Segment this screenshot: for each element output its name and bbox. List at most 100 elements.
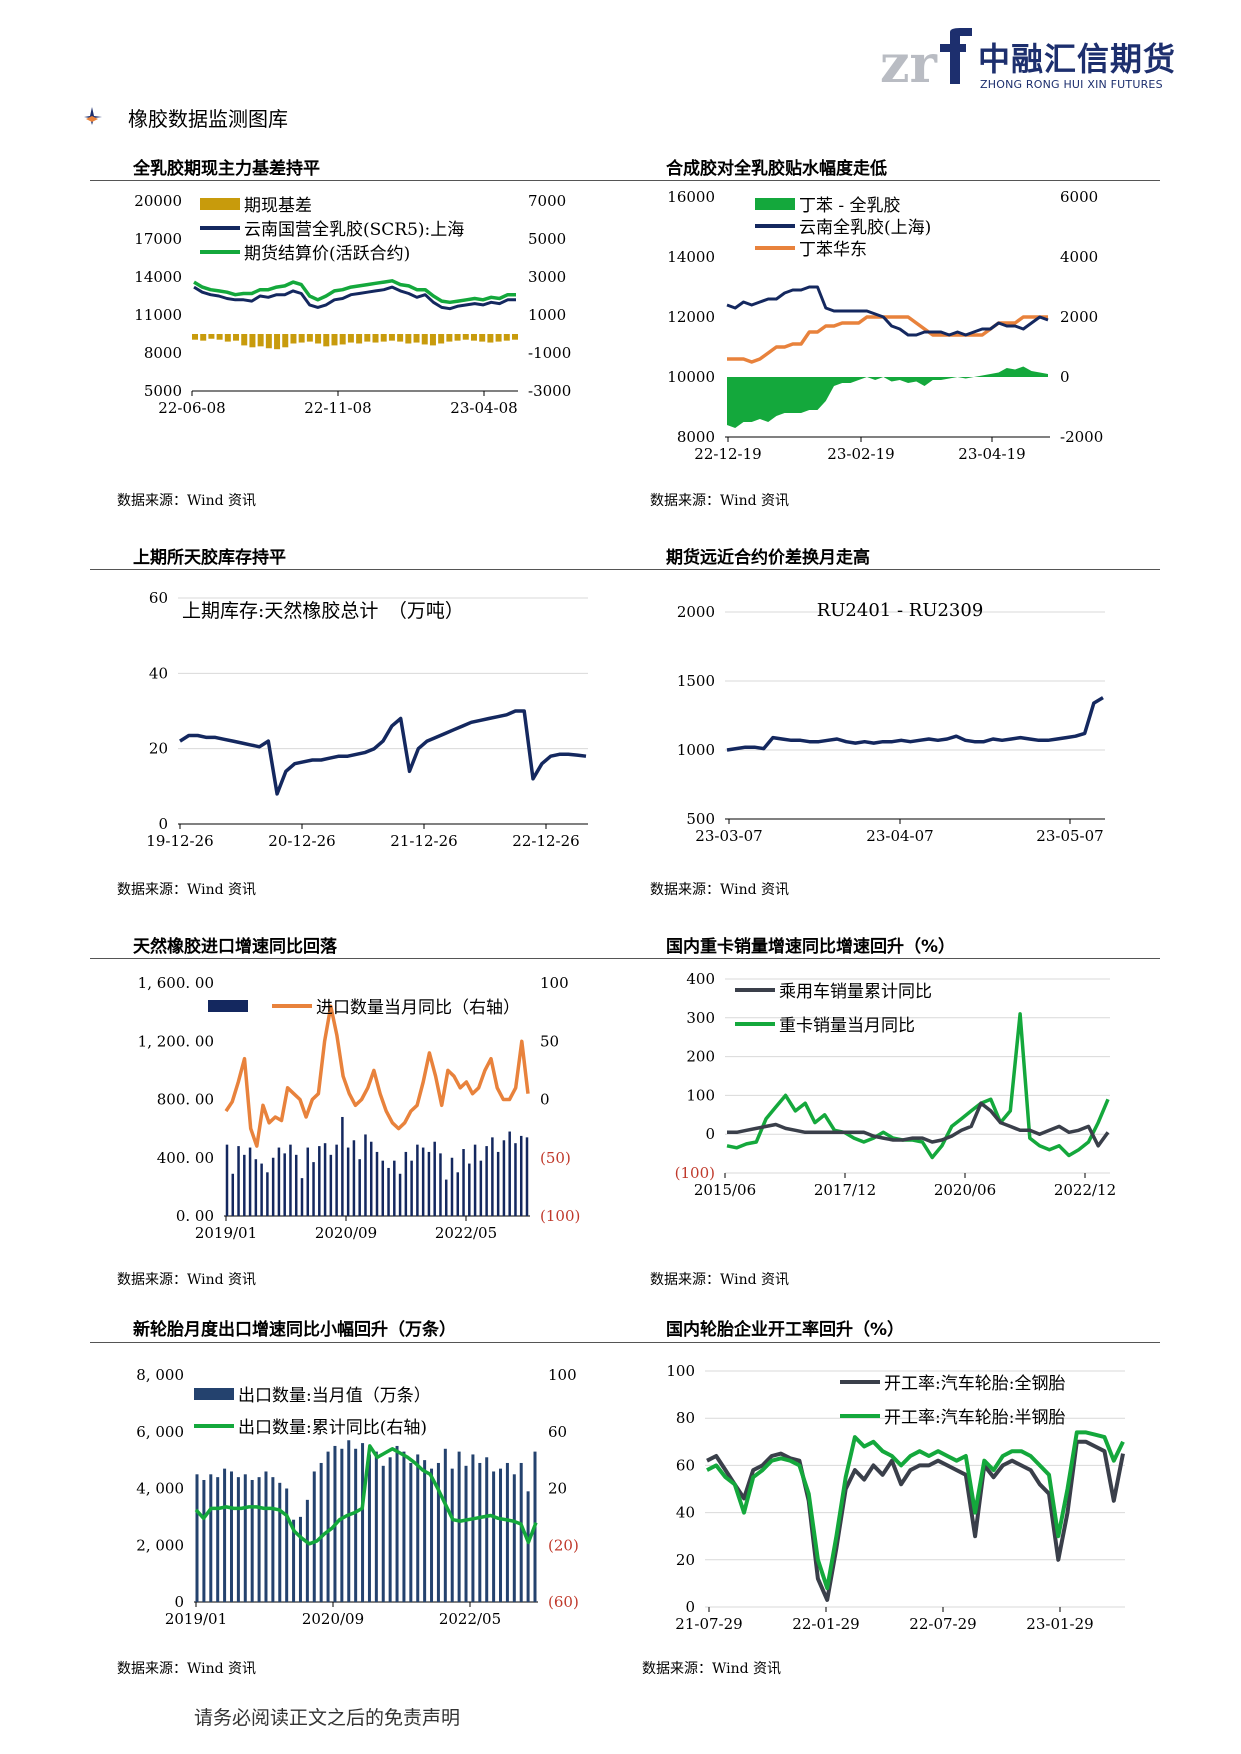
data-source: 数据来源：Wind 资讯 (117, 882, 257, 898)
legend-label: 进口数量当月同比（右轴） (316, 998, 520, 1018)
export-volume-bar (347, 1440, 351, 1602)
y-tick-label: 20 (676, 1551, 695, 1569)
inventory-line (179, 709, 587, 796)
export-volume-bar (243, 1474, 247, 1602)
basis-bar (192, 334, 198, 340)
legend-swatch (755, 198, 795, 210)
legend-label: 云南国营全乳胶(SCR5):上海 (244, 220, 464, 240)
y-tick-label: 14000 (667, 248, 715, 266)
x-tick-label: 2020/09 (315, 1224, 377, 1242)
import-volume-bar (335, 1144, 338, 1216)
export-volume-bar (512, 1474, 516, 1602)
semi-steel-tire-line (706, 1430, 1125, 1591)
import-volume-bar (243, 1154, 246, 1216)
export-volume-bar (312, 1471, 316, 1602)
x-tick-label: 23-04-08 (450, 399, 517, 417)
y-tick-label: 500 (686, 810, 715, 828)
export-volume-bar (354, 1448, 358, 1602)
basis-bar (421, 334, 428, 345)
y-tick-label: 8000 (144, 344, 182, 362)
import-volume-bar (410, 1160, 413, 1216)
export-volume-bar (292, 1519, 296, 1602)
y-tick-label: 40 (149, 664, 168, 682)
export-volume-bar (395, 1445, 399, 1602)
y-tick-label: 0 (1060, 368, 1070, 386)
basis-bar (306, 334, 313, 342)
tire-utilization-chart: 100 80 60 40 20 021-07-29 22-01-29 22-07-29 23-0… (666, 1362, 1125, 1633)
import-volume-bar (479, 1160, 483, 1216)
y-tick-label: 60 (149, 589, 168, 607)
all-steel-tire-line (706, 1439, 1125, 1602)
export-volume-bar (209, 1474, 213, 1602)
y-tick-label: 0 (158, 815, 168, 833)
export-volume-bar (423, 1460, 427, 1602)
export-volume-bar (457, 1451, 461, 1602)
y-tick-label: 20 (548, 1480, 567, 1498)
y-tick-label: 0 (174, 1593, 184, 1611)
x-tick-label: 2022/12 (1054, 1181, 1116, 1199)
basis-bar (233, 334, 240, 341)
import-volume-bar (421, 1147, 425, 1216)
import-volume-bar (231, 1173, 235, 1216)
export-volume-bar (195, 1474, 199, 1602)
export-volume-bar (505, 1462, 509, 1602)
import-volume-bar (254, 1159, 258, 1216)
y-tick-label: 0 (540, 1091, 550, 1109)
futures-price-line (193, 279, 516, 305)
logo-english-name: ZHONG RONG HUI XIN FUTURES (980, 78, 1163, 91)
y-tick-label: 20 (149, 740, 168, 758)
x-tick-label: 21-12-26 (390, 832, 457, 850)
basis-bar (454, 334, 461, 341)
basis-bar (405, 334, 412, 344)
export-yoy-line (194, 1444, 538, 1546)
import-volume-bar (352, 1140, 356, 1216)
x-tick-label: 23-02-19 (827, 445, 894, 463)
legend-swatch (208, 1000, 248, 1012)
x-tick-label: 23-04-07 (866, 827, 933, 845)
y-tick-label: (50) (540, 1149, 571, 1167)
basis-bar (470, 334, 477, 341)
y-tick-label: 400 (686, 970, 715, 988)
import-volume-bar (346, 1147, 350, 1216)
y-tick-label: (20) (548, 1536, 579, 1554)
divider (90, 569, 1160, 570)
export-volume-bar (264, 1471, 268, 1602)
legend-label: 出口数量:累计同比(右轴) (238, 1418, 427, 1438)
legend-label: 丁苯 - 全乳胶 (799, 196, 901, 216)
import-volume-bar (306, 1147, 310, 1216)
export-volume-bar (402, 1451, 406, 1602)
basis-bar (388, 334, 395, 341)
x-tick-label: 22-12-26 (512, 832, 579, 850)
y-tick-label: 5000 (144, 382, 182, 400)
export-volume-bar (326, 1451, 330, 1602)
import-yoy-line (224, 1004, 530, 1148)
import-volume-bar (514, 1143, 517, 1216)
data-source: 数据来源：Wind 资讯 (650, 493, 790, 509)
export-volume-bar (216, 1477, 220, 1602)
y-tick-label: 40 (676, 1504, 695, 1522)
y-tick-label: 17000 (134, 230, 182, 248)
export-volume-bar (436, 1462, 440, 1602)
import-volume-bar (456, 1172, 460, 1216)
y-tick-label: 80 (676, 1409, 695, 1427)
basis-bar (462, 334, 469, 340)
y-tick-label: 200 (686, 1048, 715, 1066)
import-volume-bar (502, 1140, 506, 1216)
legend-label: 期货结算价(活跃合约) (244, 244, 410, 264)
y-tick-label: 12000 (667, 308, 715, 326)
y-tick-label: 1500 (677, 672, 715, 690)
x-tick-label: 2015/06 (694, 1181, 756, 1199)
y-tick-label: (100) (675, 1164, 715, 1182)
page-title: 橡胶数据监测图库 (128, 107, 288, 131)
export-volume-bar (478, 1462, 482, 1602)
logo-chinese-name: 中融汇信期货 (978, 40, 1177, 78)
y-tick-label: 0 (705, 1125, 715, 1143)
export-volume-bar (374, 1451, 378, 1602)
y-tick-label: -1000 (528, 344, 571, 362)
car-sales-line (727, 1101, 1110, 1148)
legend-label: 期现基差 (244, 196, 312, 216)
y-tick-label: 50 (540, 1032, 559, 1050)
tire-export-chart: 8, 000 6, 000 4, 000 2, 000 0 100 60 20 (20) (60)… (136, 1366, 579, 1628)
basis-bar (397, 334, 404, 342)
import-volume-bar (312, 1162, 315, 1216)
